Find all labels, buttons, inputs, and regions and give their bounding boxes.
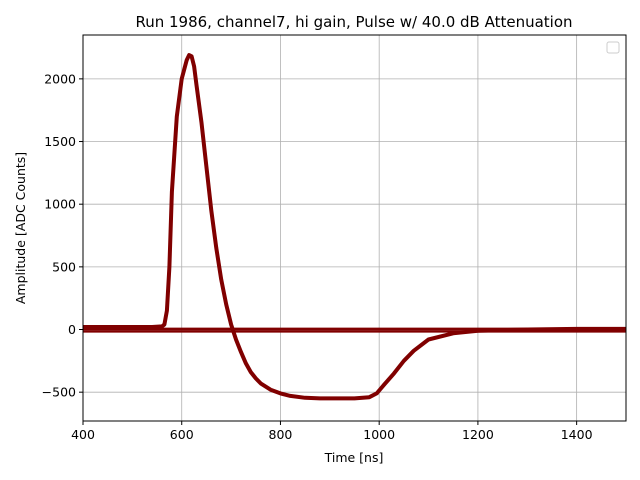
series-line-1 (83, 53, 626, 401)
y-tick-label: 1500 (44, 134, 76, 149)
legend-box (606, 41, 620, 54)
y-tick-label: −500 (42, 385, 76, 400)
y-tick-label: 2000 (44, 71, 76, 86)
y-axis-label: Amplitude [ADC Counts] (13, 152, 28, 304)
x-tick-label: 400 (71, 427, 95, 442)
x-tick-label: 800 (269, 427, 293, 442)
y-tick-label: 1000 (44, 197, 76, 212)
ticks: 400 600 800 1000 1200 1400 −500 0 500 1000 1500 200… (42, 71, 593, 442)
x-tick-label: 1000 (363, 427, 395, 442)
y-tick-label: 0 (68, 322, 76, 337)
y-tick-label: 500 (52, 259, 76, 274)
x-axis-label: Time [ns] (324, 450, 384, 465)
series-group (83, 53, 626, 401)
x-tick-label: 1200 (462, 427, 494, 442)
x-tick-label: 1400 (561, 427, 593, 442)
x-tick-label: 600 (170, 427, 194, 442)
chart-title: Run 1986, channel7, hi gain, Pulse w/ 40… (135, 13, 572, 31)
plot-frame (82, 34, 627, 422)
